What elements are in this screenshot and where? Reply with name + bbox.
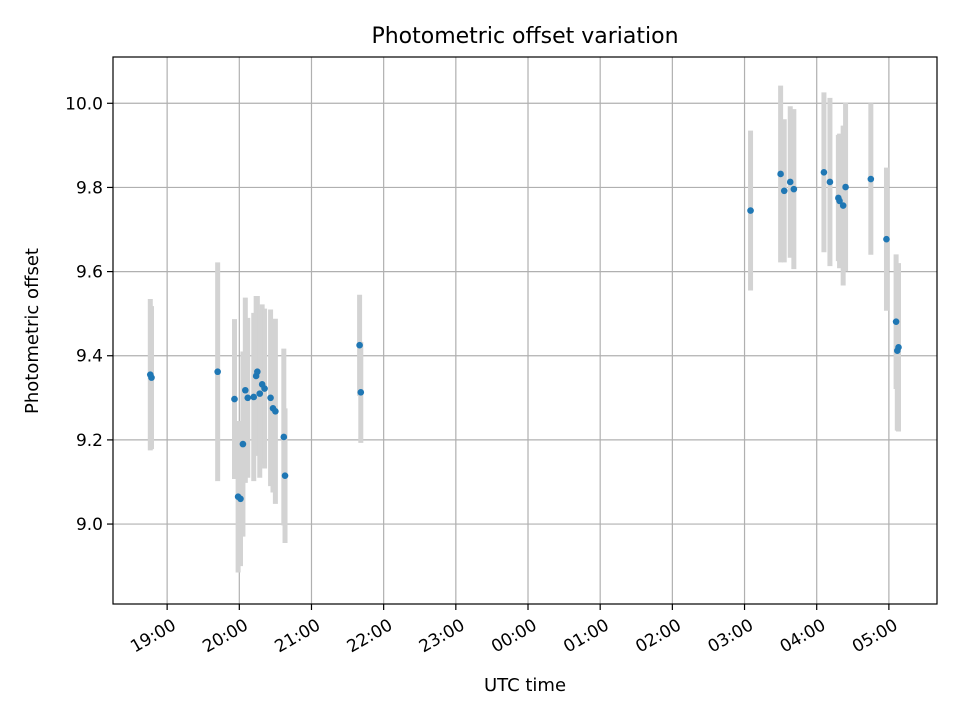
- data-point: [790, 185, 798, 193]
- data-point: [267, 394, 274, 402]
- y-tick-label: 9.6: [76, 263, 103, 283]
- data-point: [839, 202, 847, 209]
- data-point: [272, 407, 279, 415]
- y-axis-label: Photometric offset: [22, 248, 43, 414]
- y-tick-label: 9.8: [76, 178, 103, 198]
- plot-frame: [112, 56, 938, 605]
- data-point: [826, 178, 834, 186]
- data-point: [356, 341, 363, 349]
- data-point: [786, 178, 794, 186]
- data-point: [280, 433, 288, 441]
- data-point: [867, 175, 875, 183]
- data-point: [747, 207, 754, 214]
- y-tick-label: 9.2: [76, 431, 103, 451]
- data-point: [254, 368, 261, 376]
- data-point: [895, 344, 902, 351]
- data-point: [261, 385, 268, 392]
- data-point: [836, 197, 843, 205]
- data-point: [256, 390, 264, 397]
- data-point: [231, 395, 238, 403]
- y-axis-ticks: 9.0 9.2 9.4 9.6 9.8 10.0: [65, 94, 113, 535]
- data-point: [239, 440, 247, 448]
- x-axis-label: UTC time: [484, 675, 566, 696]
- grid: [113, 57, 937, 604]
- data-point: [892, 318, 900, 325]
- data-point: [281, 472, 289, 479]
- data-point: [777, 170, 784, 178]
- y-tick-label: 9.0: [76, 515, 103, 535]
- data-point: [244, 394, 252, 402]
- data-point: [250, 393, 258, 401]
- data-point: [357, 389, 365, 396]
- data-point: [148, 374, 155, 381]
- y-tick-label: 10.0: [65, 94, 103, 114]
- data-points: [146, 168, 902, 503]
- data-point: [237, 495, 244, 503]
- chart-title: Photometric offset variation: [371, 24, 678, 49]
- data-point: [820, 168, 828, 176]
- y-tick-label: 9.4: [76, 347, 103, 367]
- data-point: [780, 187, 788, 195]
- data-point: [242, 386, 249, 394]
- data-point: [842, 183, 849, 191]
- data-point: [214, 368, 221, 376]
- data-point: [883, 235, 890, 243]
